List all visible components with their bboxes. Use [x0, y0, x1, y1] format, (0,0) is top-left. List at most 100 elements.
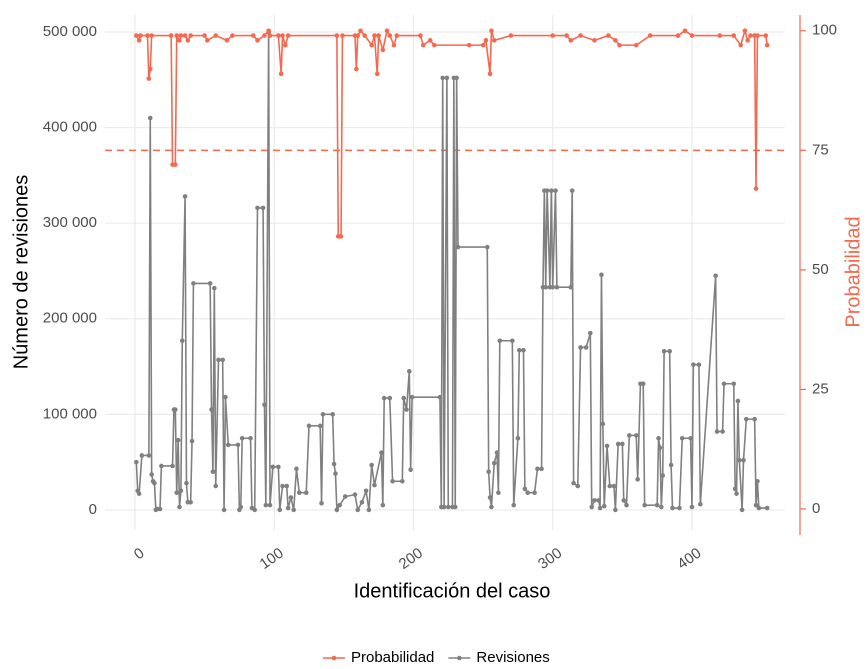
point [491, 460, 497, 466]
point [689, 33, 695, 38]
point [220, 357, 225, 363]
point [369, 462, 374, 468]
point [174, 33, 180, 38]
point [184, 480, 189, 486]
point [535, 466, 540, 472]
point [255, 38, 260, 43]
point [390, 478, 395, 484]
point [437, 394, 443, 400]
point [606, 33, 611, 38]
point [497, 338, 503, 344]
point [521, 348, 526, 353]
point [409, 394, 415, 400]
point [238, 504, 244, 510]
point [280, 483, 285, 489]
point [734, 491, 739, 496]
point [276, 464, 281, 470]
point [597, 505, 603, 511]
point [741, 457, 746, 463]
point [408, 467, 413, 473]
point [303, 490, 309, 496]
point [284, 483, 290, 489]
point [667, 348, 672, 354]
point [489, 504, 494, 510]
legend-swatch-point [457, 655, 462, 661]
point [627, 433, 632, 438]
point [742, 28, 748, 34]
point [633, 42, 639, 48]
point [496, 490, 501, 496]
point [420, 42, 426, 48]
point [564, 33, 569, 38]
point [278, 71, 284, 77]
point [599, 272, 604, 278]
point [381, 395, 387, 401]
point [654, 502, 660, 508]
point [640, 381, 646, 387]
point [487, 71, 493, 77]
point [277, 507, 283, 513]
point [721, 381, 727, 387]
point [239, 435, 245, 441]
point [661, 348, 667, 354]
point [656, 435, 661, 441]
point [262, 402, 267, 408]
point [213, 33, 219, 38]
point [352, 492, 358, 497]
point [675, 33, 681, 38]
point [491, 38, 497, 43]
y-tick-label: 300 000 [43, 214, 97, 231]
point [745, 38, 750, 43]
point [554, 284, 560, 290]
series-line [135, 32, 768, 513]
point [691, 362, 696, 367]
y-tick-label: 400 000 [43, 119, 97, 136]
point [400, 478, 405, 484]
point [549, 188, 554, 193]
point [717, 33, 723, 38]
point [178, 488, 184, 494]
point [732, 486, 738, 492]
point [642, 502, 647, 508]
y2-tick-label: 75 [812, 141, 829, 158]
point [764, 505, 770, 511]
point [696, 362, 702, 367]
point [452, 504, 458, 510]
point [720, 429, 725, 434]
point [387, 395, 393, 401]
point [306, 423, 312, 429]
point [544, 188, 550, 193]
x-tick-label: 400 [674, 545, 704, 573]
point [589, 504, 595, 510]
point [753, 186, 759, 191]
point [600, 421, 606, 427]
point [159, 463, 164, 469]
x-tick-label: 200 [396, 545, 426, 573]
point [515, 435, 521, 441]
point [596, 498, 601, 503]
point [177, 504, 182, 510]
point [753, 502, 759, 508]
point [432, 42, 437, 48]
point [731, 33, 737, 38]
point [583, 345, 589, 350]
point [578, 345, 583, 350]
point [418, 33, 423, 38]
point [404, 407, 409, 412]
point [613, 507, 618, 513]
point [182, 194, 188, 199]
legend-label: Revisiones [476, 649, 549, 666]
point [136, 38, 142, 43]
point [235, 442, 241, 448]
point [688, 435, 693, 441]
y-tick-label: 200 000 [43, 310, 97, 327]
point [617, 42, 622, 48]
point [647, 33, 653, 38]
point [455, 244, 461, 250]
point [170, 463, 175, 469]
point [182, 33, 188, 38]
point [764, 42, 770, 48]
point [550, 284, 556, 290]
point [342, 494, 348, 499]
